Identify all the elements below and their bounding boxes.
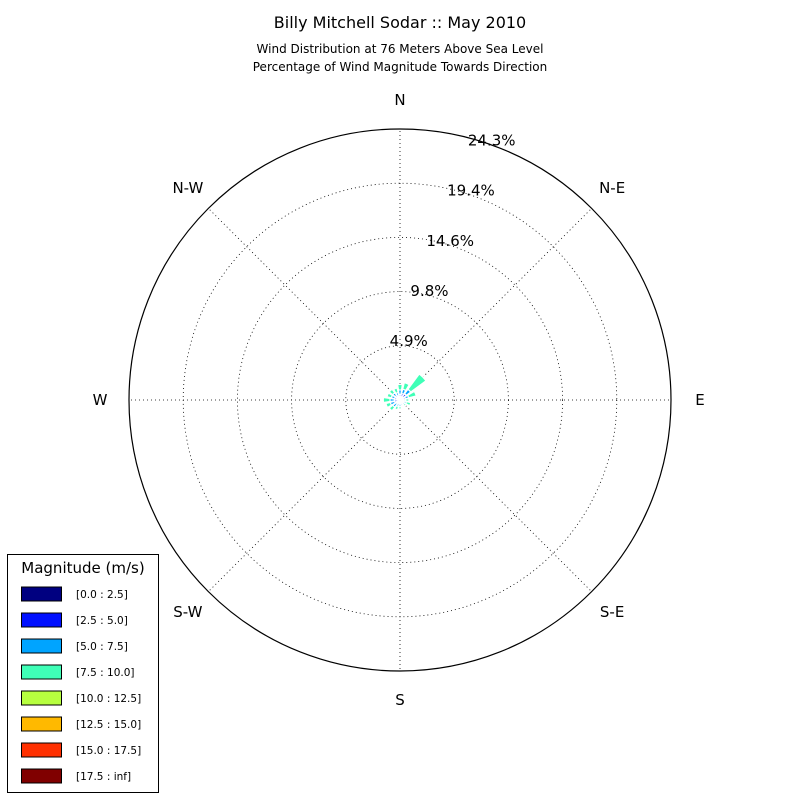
legend-items: [0.0 : 2.5] [2.5 : 5.0] [5.0 : 7.5] [7.5 : … [21, 586, 141, 784]
ring-label: 14.6% [426, 232, 474, 250]
direction-label: N-E [599, 179, 625, 197]
direction-label: N-W [172, 179, 203, 197]
wind-segment [394, 404, 400, 411]
radial-tick-labels: 4.9% 9.8% 14.6% 19.4% 24.3% [390, 132, 516, 350]
legend-swatch [21, 586, 62, 602]
legend-label: [17.5 : inf] [76, 771, 131, 783]
wind-segment [397, 383, 403, 391]
direction-label: N [394, 91, 405, 109]
direction-labels: N N-E E S-E S S-W W N-W [93, 91, 705, 709]
ring-label: 24.3% [468, 132, 516, 150]
ring-label: 4.9% [390, 332, 428, 350]
legend-title: Magnitude (m/s) [21, 559, 144, 577]
legend-swatch [21, 638, 62, 654]
wind-segment [402, 402, 408, 408]
wind-segment [385, 401, 393, 409]
outer-circle [128, 128, 672, 672]
wind-segment [401, 381, 411, 392]
chart-title: Billy Mitchell Sodar :: May 2010 [274, 13, 526, 32]
grid-spoke [399, 399, 592, 592]
legend-swatch [21, 690, 62, 706]
wind-sectors [382, 373, 427, 412]
direction-label: S-E [600, 603, 624, 621]
grid-spoke [208, 208, 401, 401]
wind-segment [407, 373, 427, 393]
direction-label: S-W [173, 603, 202, 621]
direction-label: E [695, 391, 704, 409]
chart-subtitle-line-2: Percentage of Wind Magnitude Towards Dir… [253, 60, 547, 74]
legend-swatch [21, 768, 62, 784]
wind-segment [388, 388, 396, 396]
direction-label: W [93, 391, 108, 409]
legend-swatch [21, 612, 62, 628]
grid-spoke [208, 399, 401, 592]
wind-segment [404, 400, 412, 407]
wind-segment [397, 405, 403, 410]
legend-label: [15.0 : 17.5] [76, 745, 141, 757]
ring-label: 19.4% [447, 182, 495, 200]
grid-ring [236, 236, 564, 564]
wind-segment [406, 390, 417, 399]
legend-label: [10.0 : 12.5] [76, 693, 141, 705]
polar-grid [128, 128, 672, 672]
wind-segment [386, 392, 394, 399]
direction-label: S [395, 691, 405, 709]
legend: Magnitude (m/s) [0.0 : 2.5] [2.5 : 5.0] [5… [7, 554, 159, 793]
legend-label: [12.5 : 15.0] [76, 719, 141, 731]
legend-label: [2.5 : 5.0] [76, 615, 128, 627]
legend-swatch [21, 664, 62, 680]
legend-label: [7.5 : 10.0] [76, 667, 134, 679]
wind-segment [382, 396, 391, 404]
legend-swatch [21, 716, 62, 732]
wind-segment [404, 397, 410, 403]
ring-label: 9.8% [410, 282, 448, 300]
grid-ring [345, 345, 455, 455]
legend-label: [0.0 : 2.5] [76, 589, 128, 601]
legend-label: [5.0 : 7.5] [76, 641, 128, 653]
wind-segment [392, 387, 399, 395]
legend-swatch [21, 742, 62, 758]
wind-segment [400, 403, 405, 408]
wind-segment [388, 404, 396, 412]
chart-subtitle-line-1: Wind Distribution at 76 Meters Above Sea… [257, 42, 544, 56]
